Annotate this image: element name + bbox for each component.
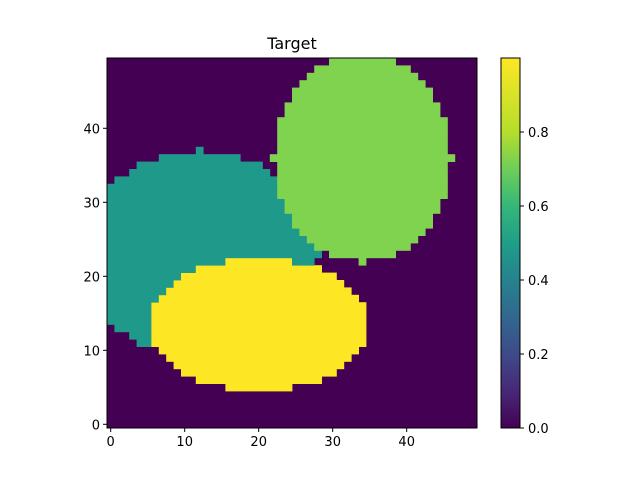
heatmap-cell-run [114,176,278,185]
x-tick-label: 30 [324,435,341,450]
heatmap-cell-run [158,346,359,355]
colorbar-tick-label: 0.8 [528,126,549,141]
heatmap-cell-run [299,80,426,88]
heatmap-cell-run [277,176,448,185]
heatmap-cell-run [173,361,345,370]
chart-title: Target [266,34,317,53]
heatmap-cell-run [277,183,448,192]
heatmap-cell-run [292,87,433,96]
heatmap-cell-run [151,302,367,310]
heatmap-cell-run [225,257,293,266]
y-tick-label: 20 [83,270,100,285]
heatmap-cell-run [107,228,300,236]
x-tick-label: 20 [250,435,267,450]
heatmap-cell-run [173,280,345,288]
heatmap-cell-run [107,280,174,288]
x-tick-label: 40 [398,435,415,450]
heatmap-cell-run [107,294,160,303]
colorbar-tick-label: 0.6 [528,200,549,215]
heatmap-cell-run [129,331,152,340]
colorbar-axis: 0.0 0.2 0.4 0.6 0.8 [520,126,549,437]
heatmap-cell-run [358,257,367,266]
y-tick-label: 30 [83,196,100,211]
heatmap-cell-run [225,383,293,392]
y-tick-label: 40 [83,122,100,137]
heatmap-cell-run [107,183,278,192]
x-axis: 0 10 20 30 40 [107,428,415,450]
heatmap-cell-run [284,102,441,111]
heatmap-cell-run [277,124,448,133]
heatmap-cell-run [314,243,411,251]
heatmap-cell-run [292,257,315,266]
heatmap-cell-run [329,250,396,259]
heatmap-cell-run [181,272,337,281]
heatmap-cell-run [314,65,411,74]
heatmap-cell-run [107,191,278,199]
heatmap-cell-run [284,109,441,118]
heatmap-cell-run [292,213,433,222]
heatmap-cell-run [284,198,441,207]
heatmap-cell-run [166,354,352,362]
y-tick-label: 10 [83,344,100,359]
heatmap-cell-run [107,235,308,244]
heatmap-cell-run [277,117,448,125]
x-tick-label: 10 [176,435,193,450]
heatmap-cell-run [277,146,448,155]
heatmap-cell-run [136,339,152,347]
colorbar-tick-label: 0.2 [528,348,549,363]
heatmap-cell-run [114,324,152,333]
heatmap-cell-run [277,169,448,177]
colorbar [500,57,521,429]
heatmap-cell-run [107,243,315,251]
heatmap-cell-run [306,72,419,81]
heatmap-cell-run [107,206,285,214]
heatmap-cell-run [107,302,152,310]
heatmap-cell-run [136,161,263,170]
heatmap-cell-run [107,272,182,281]
heatmap-cell-run [151,331,367,340]
heatmap-cell-run [166,287,352,296]
heatmap-cell-run [292,95,433,103]
heatmap-cell-run [269,154,456,162]
y-tick-label: 0 [92,418,100,433]
heatmap-cell-run [107,250,322,259]
heatmap-cell-run [195,146,204,155]
heatmap-cell-run [277,161,448,170]
heatmap-cells [107,58,477,428]
heatmap-cell-run [277,139,448,148]
heatmap-cell-run [151,317,367,325]
heatmap-cell-run [292,220,433,229]
heatmap-cell-run [107,265,197,273]
plot-frame [106,57,478,429]
heatmap-cell-run [107,309,152,318]
heatmap-cell-run [107,257,226,266]
heatmap-cell-run [299,228,426,236]
heatmap-cell-run [181,368,337,377]
heatmap-cell-run [107,213,293,222]
heatmap-cell-run [107,220,293,229]
heatmap-cell-run [158,294,359,303]
colorbar-tick-label: 0.0 [528,422,549,437]
heatmap-cell-run [107,198,285,207]
heatmap-cell-run [151,339,367,347]
heatmap-cell-run [277,191,448,199]
heatmap-cell-run [151,309,367,318]
colorbar-tick-label: 0.4 [528,274,549,289]
heatmap-cell-run [195,265,322,273]
heatmap-cell-run [158,154,241,162]
heatmap-cell-run [306,235,419,244]
heatmap-cell-run [151,324,367,333]
y-axis: 0 10 20 30 40 [83,122,107,433]
heatmap-cell-run [195,376,322,384]
heatmap-cell-run [284,206,441,214]
heatmap-cell-run [107,317,152,325]
heatmap-cell-run [329,58,396,66]
heatmap-cell-run [107,287,167,296]
heatmap-cell-run [277,132,448,140]
heatmap-cell-run [129,169,271,177]
x-tick-label: 0 [107,435,115,450]
